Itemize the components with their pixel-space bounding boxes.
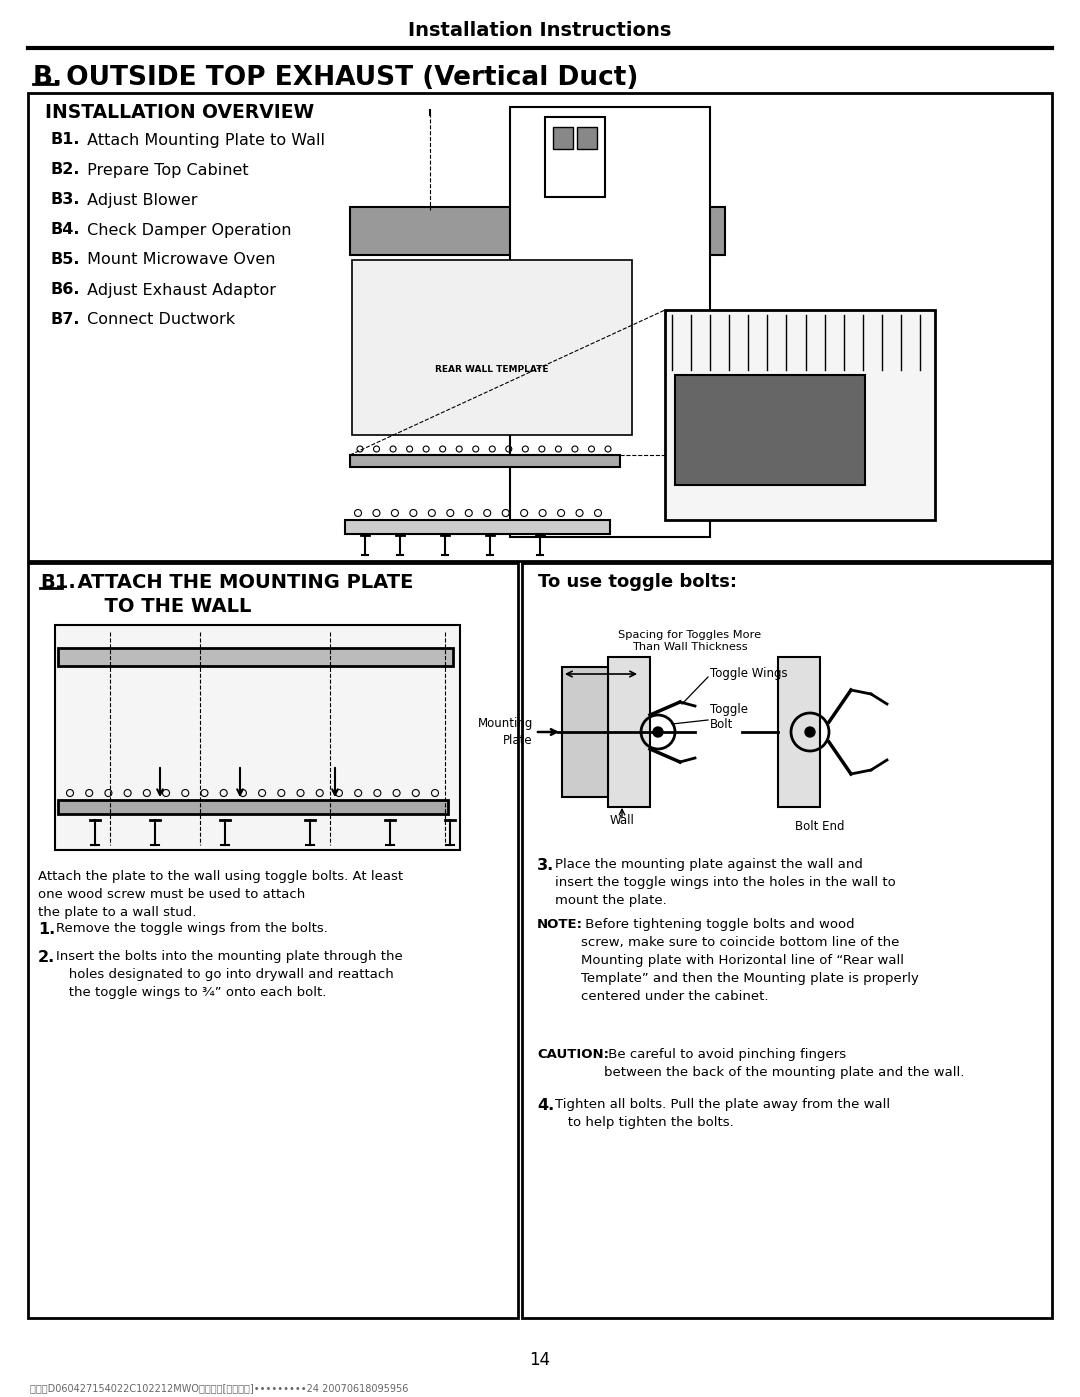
Text: Mount Microwave Oven: Mount Microwave Oven bbox=[82, 253, 275, 267]
Text: Prepare Top Cabinet: Prepare Top Cabinet bbox=[82, 162, 248, 177]
Text: B1.: B1. bbox=[40, 573, 76, 591]
FancyBboxPatch shape bbox=[553, 127, 573, 149]
FancyBboxPatch shape bbox=[577, 127, 597, 149]
Text: 1.: 1. bbox=[38, 922, 55, 937]
FancyBboxPatch shape bbox=[608, 657, 650, 807]
Text: 3.: 3. bbox=[537, 858, 554, 873]
Text: B6.: B6. bbox=[50, 282, 80, 298]
Text: REAR WALL TEMPLATE: REAR WALL TEMPLATE bbox=[435, 366, 549, 374]
Text: B1.: B1. bbox=[50, 133, 80, 148]
Circle shape bbox=[805, 726, 815, 738]
Text: B.: B. bbox=[33, 66, 64, 91]
Text: Wall: Wall bbox=[609, 814, 634, 827]
FancyBboxPatch shape bbox=[510, 108, 710, 536]
Text: Adjust Blower: Adjust Blower bbox=[82, 193, 198, 208]
Text: B3.: B3. bbox=[50, 193, 80, 208]
Text: B7.: B7. bbox=[50, 313, 80, 327]
FancyBboxPatch shape bbox=[778, 657, 820, 807]
Text: Remove the toggle wings from the bolts.: Remove the toggle wings from the bolts. bbox=[56, 922, 328, 935]
Text: Adjust Exhaust Adaptor: Adjust Exhaust Adaptor bbox=[82, 282, 276, 298]
Text: Tighten all bolts. Pull the plate away from the wall
   to help tighten the bolt: Tighten all bolts. Pull the plate away f… bbox=[555, 1098, 890, 1129]
Text: Mounting
Plate: Mounting Plate bbox=[477, 718, 534, 746]
Text: INSTALLATION OVERVIEW: INSTALLATION OVERVIEW bbox=[45, 102, 314, 122]
FancyBboxPatch shape bbox=[58, 648, 453, 666]
Text: NOTE:: NOTE: bbox=[537, 918, 583, 930]
Text: Bolt End: Bolt End bbox=[795, 820, 845, 833]
Text: 유진툲D060427154022C102212MWO개발그룹[조리기기]•••••••••24 20070618095956: 유진툲D060427154022C102212MWO개발그룹[조리기기]••••… bbox=[30, 1383, 408, 1393]
Text: Before tightening toggle bolts and wood
screw, make sure to coincide bottom line: Before tightening toggle bolts and wood … bbox=[581, 918, 919, 1003]
Text: OUTSIDE TOP EXHAUST (Vertical Duct): OUTSIDE TOP EXHAUST (Vertical Duct) bbox=[57, 66, 638, 91]
Text: Place the mounting plate against the wall and
insert the toggle wings into the h: Place the mounting plate against the wal… bbox=[555, 858, 895, 907]
Text: B4.: B4. bbox=[50, 222, 80, 237]
Text: 4.: 4. bbox=[537, 1098, 554, 1113]
FancyBboxPatch shape bbox=[345, 520, 610, 534]
Text: Toggle Wings: Toggle Wings bbox=[710, 668, 787, 680]
Text: Attach Mounting Plate to Wall: Attach Mounting Plate to Wall bbox=[82, 133, 325, 148]
Text: Spacing for Toggles More
Than Wall Thickness: Spacing for Toggles More Than Wall Thick… bbox=[619, 630, 761, 652]
FancyBboxPatch shape bbox=[545, 117, 605, 197]
FancyBboxPatch shape bbox=[352, 260, 632, 434]
FancyBboxPatch shape bbox=[675, 374, 865, 485]
Text: Insert the bolts into the mounting plate through the
   holes designated to go i: Insert the bolts into the mounting plate… bbox=[56, 950, 403, 999]
Text: Check Damper Operation: Check Damper Operation bbox=[82, 222, 292, 237]
FancyBboxPatch shape bbox=[665, 310, 935, 520]
Text: 2.: 2. bbox=[38, 950, 55, 965]
FancyBboxPatch shape bbox=[522, 563, 1052, 1317]
Text: Connect Ductwork: Connect Ductwork bbox=[82, 313, 235, 327]
FancyBboxPatch shape bbox=[28, 94, 1052, 562]
FancyBboxPatch shape bbox=[350, 207, 725, 256]
FancyBboxPatch shape bbox=[350, 455, 620, 467]
Text: Installation Instructions: Installation Instructions bbox=[408, 21, 672, 39]
Text: B2.: B2. bbox=[50, 162, 80, 177]
Text: Be careful to avoid pinching fingers
between the back of the mounting plate and : Be careful to avoid pinching fingers bet… bbox=[604, 1048, 964, 1078]
Text: To use toggle bolts:: To use toggle bolts: bbox=[538, 573, 737, 591]
Text: Toggle
Bolt: Toggle Bolt bbox=[710, 703, 748, 732]
Text: Attach the plate to the wall using toggle bolts. At least
one wood screw must be: Attach the plate to the wall using toggl… bbox=[38, 870, 403, 919]
Text: 14: 14 bbox=[529, 1351, 551, 1369]
FancyBboxPatch shape bbox=[562, 666, 608, 798]
Text: B5.: B5. bbox=[50, 253, 80, 267]
FancyBboxPatch shape bbox=[28, 563, 518, 1317]
Text: TO THE WALL: TO THE WALL bbox=[64, 598, 252, 616]
Text: CAUTION:: CAUTION: bbox=[537, 1048, 609, 1060]
FancyBboxPatch shape bbox=[58, 800, 448, 814]
Circle shape bbox=[653, 726, 663, 738]
FancyBboxPatch shape bbox=[55, 624, 460, 849]
Text: ATTACH THE MOUNTING PLATE: ATTACH THE MOUNTING PLATE bbox=[64, 573, 414, 591]
